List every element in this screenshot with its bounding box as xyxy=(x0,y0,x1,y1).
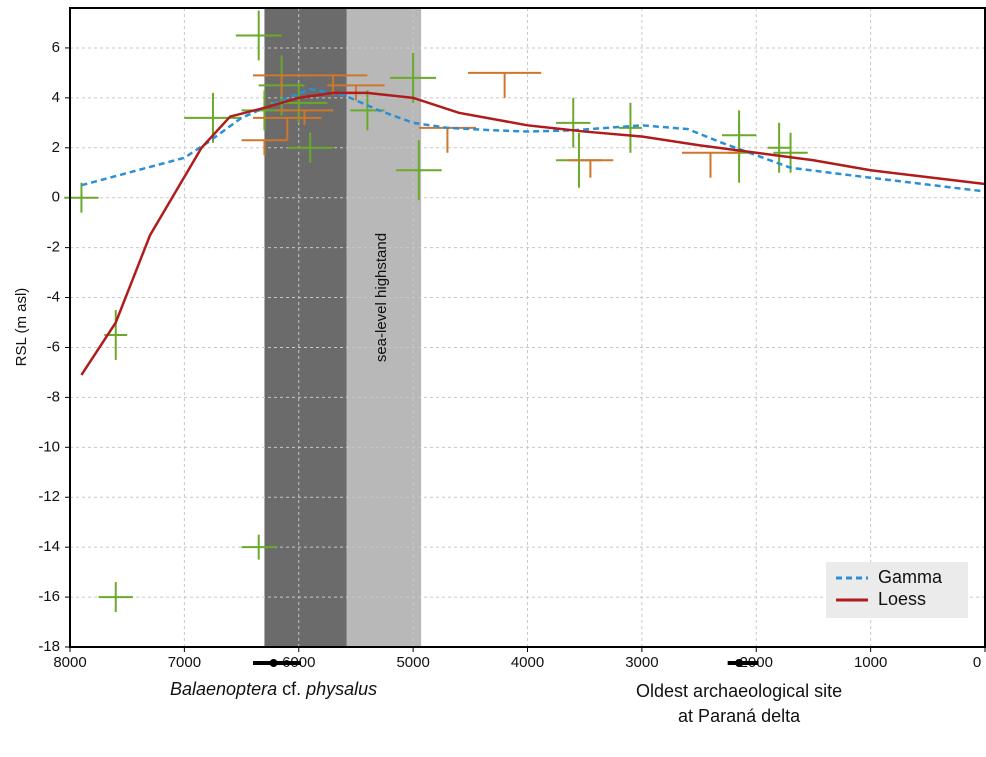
x-tick-label: 4000 xyxy=(511,654,544,671)
band-label: sea-level highstand xyxy=(373,233,390,362)
annotation-part: Balaenoptera xyxy=(170,679,277,699)
annotation-part: cf. xyxy=(282,679,301,699)
x-tick-label: 8000 xyxy=(53,654,86,671)
age-point xyxy=(735,659,744,667)
y-tick-label: 4 xyxy=(52,89,60,106)
shaded-band xyxy=(264,8,347,647)
x-tick-label: 5000 xyxy=(396,654,429,671)
x-tick-label: 0 xyxy=(973,654,981,671)
series-line xyxy=(80,91,986,376)
x-tick-label: 7000 xyxy=(168,654,201,671)
y-tick-label: -2 xyxy=(47,239,60,256)
legend-box xyxy=(826,562,968,618)
annotation: Balaenoptera cf. physalus xyxy=(170,679,377,699)
shaded-band xyxy=(346,8,422,647)
y-tick-label: -8 xyxy=(47,388,60,405)
y-tick-label: -4 xyxy=(47,289,60,306)
y-tick-label: -16 xyxy=(38,588,60,605)
x-tick-label: 1000 xyxy=(854,654,887,671)
annotation: at Paraná delta xyxy=(678,706,801,726)
x-tick-label: 3000 xyxy=(625,654,658,671)
y-tick-label: -6 xyxy=(47,338,60,355)
y-tick-label: 0 xyxy=(52,189,60,206)
y-tick-label: -18 xyxy=(38,638,60,655)
legend-label: Loess xyxy=(878,589,926,609)
annotation-part: physalus xyxy=(305,679,377,699)
y-axis-label: RSL (m asl) xyxy=(13,288,30,367)
legend-label: Gamma xyxy=(878,567,943,587)
annotation: Oldest archaeological site xyxy=(636,681,842,701)
plot-frame xyxy=(69,7,986,648)
y-tick-label: -14 xyxy=(38,538,60,555)
series-line xyxy=(81,87,986,193)
y-tick-label: -10 xyxy=(38,438,60,455)
age-point xyxy=(269,659,278,667)
y-tick-label: 2 xyxy=(52,139,60,156)
y-tick-label: -12 xyxy=(38,488,60,505)
y-tick-label: 6 xyxy=(52,39,60,56)
